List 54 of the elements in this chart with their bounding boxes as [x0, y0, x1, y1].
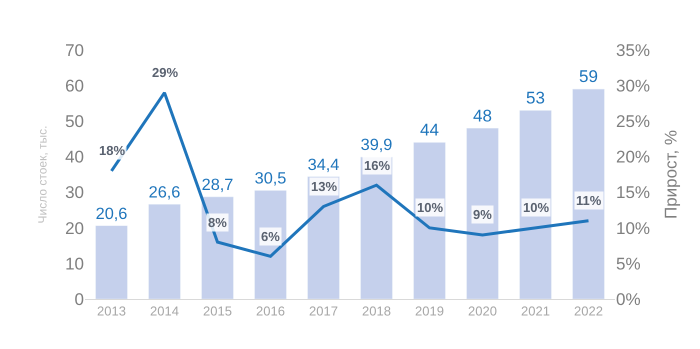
- data-label: 11%: [576, 193, 602, 208]
- data-label: 10%: [417, 200, 444, 215]
- data-label: 59: [579, 67, 598, 86]
- bar: [95, 225, 128, 299]
- y-tick-label: 30: [65, 183, 84, 202]
- x-tick-label: 2015: [203, 304, 232, 319]
- data-label: 29%: [152, 65, 178, 80]
- y-tick-label: 50: [65, 112, 84, 132]
- y-tick-label: 20: [65, 218, 84, 238]
- data-label: 8%: [208, 215, 228, 230]
- x-tick-label: 2018: [362, 304, 391, 319]
- y-tick-label: 40: [65, 148, 84, 167]
- data-label: 48: [473, 106, 492, 126]
- x-tick-label: 2019: [415, 304, 444, 319]
- y2-tick-label: 20%: [616, 148, 650, 167]
- data-label: 44: [420, 120, 439, 140]
- x-tick-label: 2016: [256, 304, 285, 319]
- bar: [148, 204, 181, 299]
- bar: [519, 110, 552, 299]
- y-tick-label: 10: [65, 254, 84, 274]
- data-label: 39,9: [360, 136, 392, 154]
- x-tick-label: 2022: [574, 304, 603, 319]
- data-label: 30,5: [254, 170, 286, 188]
- data-label: 18%: [99, 143, 126, 158]
- bar: [413, 142, 446, 299]
- data-label: 13%: [311, 179, 338, 194]
- y-axis-title: Число стоек, тыс.: [35, 126, 50, 224]
- y-tick-label: 0: [74, 290, 84, 309]
- y2-tick-label: 35%: [616, 40, 650, 60]
- data-label: 34,4: [308, 156, 340, 174]
- y2-tick-label: 0%: [616, 290, 641, 309]
- data-label: 6%: [261, 229, 280, 244]
- y-tick-label: 70: [65, 40, 84, 60]
- bar: [572, 88, 605, 299]
- bar: [466, 128, 499, 299]
- x-tick-label: 2013: [97, 304, 126, 319]
- x-tick-label: 2017: [309, 304, 338, 319]
- y2-axis-title: Прирост, %: [661, 130, 680, 220]
- x-tick-label: 2014: [150, 304, 179, 319]
- y2-tick-label: 10%: [616, 218, 650, 238]
- y2-tick-label: 30%: [616, 76, 650, 96]
- y2-tick-label: 25%: [616, 112, 650, 132]
- y2-tick-label: 5%: [616, 254, 641, 274]
- x-tick-label: 2020: [468, 304, 497, 319]
- data-label: 20,6: [96, 204, 128, 223]
- data-label: 10%: [523, 200, 550, 215]
- y-tick-label: 60: [65, 76, 84, 96]
- data-label: 53: [526, 88, 545, 108]
- data-label: 28,7: [202, 176, 234, 194]
- y2-tick-label: 15%: [616, 183, 650, 202]
- data-label: 9%: [473, 207, 492, 222]
- data-label: 26,6: [148, 184, 180, 202]
- x-tick-label: 2021: [521, 304, 550, 319]
- data-label: 16%: [364, 158, 390, 173]
